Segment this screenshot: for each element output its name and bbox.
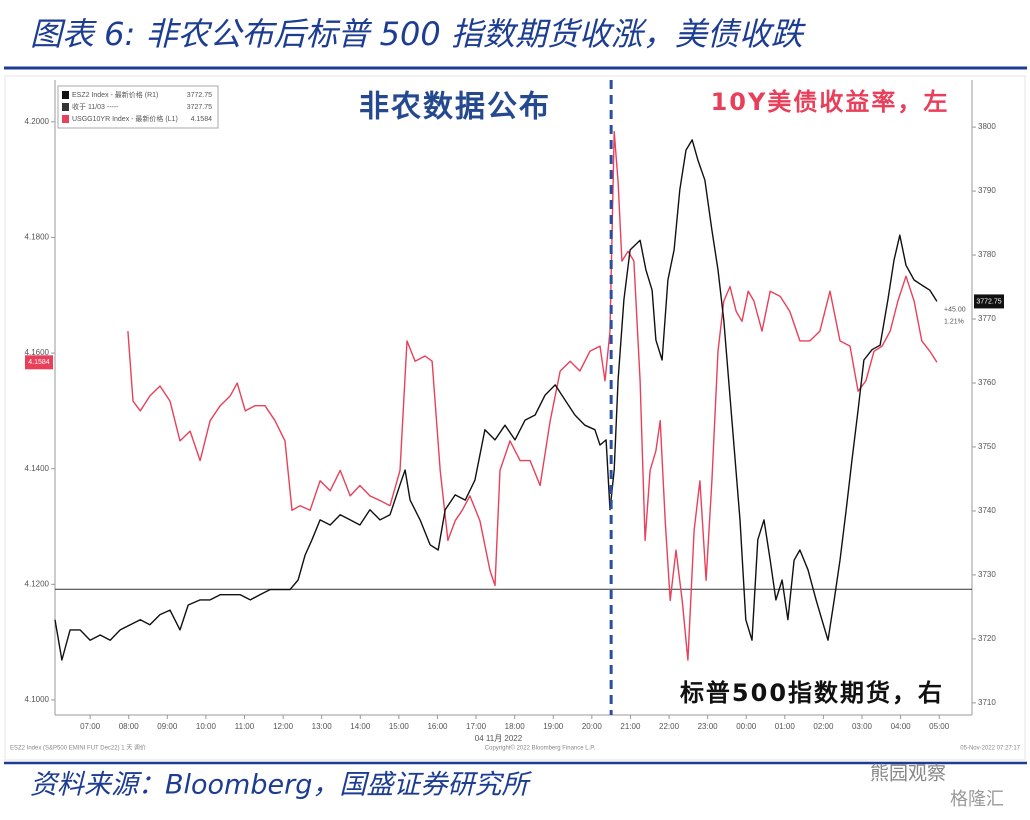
x-tick-label: 18:00 [505,722,526,731]
end-tag [974,294,1004,309]
x-tick-label: 00:00 [736,722,757,731]
y2-tick-label: 3790 [978,186,996,195]
legend-label: ESZ2 Index - 最新价格 (R1) [72,90,158,99]
y2-tick-label: 3770 [978,314,996,323]
x-tick-label: 05:00 [929,722,950,731]
x-tick-label: 10:00 [196,722,217,731]
legend-value: 3772.75 [187,92,212,99]
x-tick-label: 17:00 [466,722,487,731]
x-tick-label: 14:00 [350,722,371,731]
x-tick-label: 04:00 [891,722,912,731]
chart-frame [4,75,1026,761]
y-tick-label: 4.2000 [25,117,50,126]
legend-swatch [62,115,69,123]
x-tick-label: 13:00 [312,722,333,731]
x-tick-label: 22:00 [659,722,680,731]
legend-value: 3727.75 [187,104,212,111]
y-tick-label: 4.1000 [25,695,50,704]
watermark: 格隆汇 [950,789,1004,810]
title: 图表 6: 非农公布后标普 500 指数期货收涨，美债收跌 [30,15,806,53]
end-tag-label: 3772.75 [976,298,1001,305]
y-tick-label: 4.1200 [25,579,50,588]
y-tick-label: 4.1800 [25,233,50,242]
series-line [127,130,938,661]
y2-tick-label: 3800 [978,122,996,131]
y2-tick-label: 3780 [978,250,996,259]
x-tick-label: 03:00 [852,722,873,731]
change-label: +45.00 [944,306,966,313]
source: 资料来源：Bloomberg，国盛证券研究所 [30,770,532,801]
x-tick-label: 08:00 [119,722,140,731]
footer-text: 05-Nov-2022 07:27:17 [960,746,1020,752]
x-tick-label: 12:00 [273,722,294,731]
x-tick-label: 07:00 [80,722,101,731]
annotation: 10Y美债收益率，左 [711,88,950,116]
annotation: 非农数据公布 [359,90,551,125]
legend-label: USGG10YR Index - 最新价格 (L1) [72,114,178,123]
y2-tick-label: 3730 [978,570,996,579]
x-tick-label: 16:00 [427,722,448,731]
end-tag [25,355,53,370]
x-tick-label: 09:00 [157,722,178,731]
legend-swatch [62,103,69,111]
legend-swatch [62,91,69,99]
y-tick-label: 4.1400 [25,464,50,473]
footer-text: Copyright© 2022 Bloomberg Finance L.P. [485,745,596,752]
y2-tick-label: 3750 [978,442,996,451]
end-tag-label: 4.1584 [28,359,50,366]
y2-tick-label: 3720 [978,634,996,643]
legend-value: 4.1584 [191,116,213,123]
change-pct-label: 1.21% [944,318,964,325]
x-date-label: 04 11月 2022 [475,734,523,743]
footer-text: ESZ2 Index (S&P500 EMINI FUT Dec22) 1 天 … [10,744,146,752]
y-tick-label: 4.1600 [25,348,50,357]
series-line [54,139,938,661]
y2-tick-label: 3740 [978,506,996,515]
legend: ESZ2 Index - 最新价格 (R1) 3772.75 收于 11/03 --… [57,85,219,129]
x-tick-label: 23:00 [698,722,719,731]
y2-tick-label: 3760 [978,378,996,387]
annotation: 标普500指数期货，右 [680,679,944,707]
x-tick-label: 02:00 [813,722,834,731]
x-tick-label: 20:00 [582,722,603,731]
legend-label: 收于 11/03 ----- [72,102,119,111]
x-tick-label: 21:00 [620,722,641,731]
x-tick-label: 01:00 [775,722,796,731]
x-tick-label: 11:00 [235,722,255,731]
legend-box [57,85,219,129]
x-tick-label: 15:00 [389,722,410,731]
watermark: 熊园观察 [870,763,946,785]
y2-tick-label: 3710 [978,698,996,707]
x-tick-label: 19:00 [543,722,564,731]
